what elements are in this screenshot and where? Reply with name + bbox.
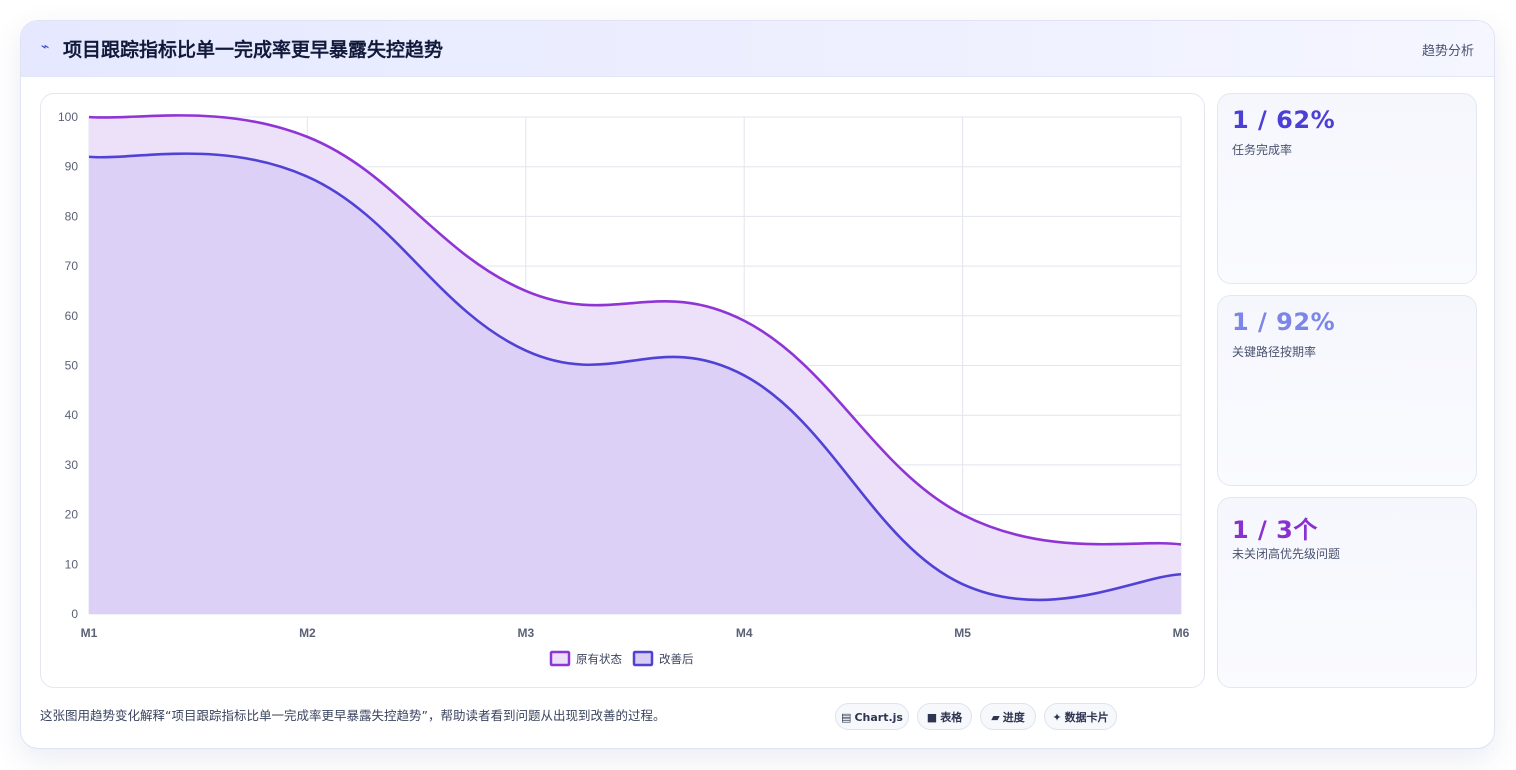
category-tag: 趋势分析 (1421, 44, 1474, 59)
chart-card: ⌁ 项目跟踪指标比单一完成率更早暴露失控趋势 趋势分析 0 10 20 30 40 50 6… (20, 20, 1495, 749)
y-tick-label: 100 (58, 110, 78, 124)
sparkle-icon: ✦ (1052, 711, 1062, 724)
chart-description: 这张图用趋势变化解释“项目跟踪指标比单一完成率更早暴露失控趋势”，帮助读者看到问… (40, 708, 666, 723)
chip-progress[interactable]: ▰ 进度 (980, 703, 1036, 730)
chart-icon: ▤ (841, 711, 852, 724)
chart-panel: 0 10 20 30 40 50 60 70 80 90 100 M1 M2 M3 M4 M5 M6 原有状态 改善… (40, 93, 1205, 688)
y-tick-label: 60 (65, 309, 79, 323)
y-tick-label: 30 (65, 458, 79, 472)
kpi-value: 1 / 62% (1232, 106, 1336, 134)
kpi-label: 关键路径按期率 (1232, 345, 1317, 359)
legend-label: 原有状态 (576, 652, 622, 666)
kpi-card-open-issues: 1 / 3个 未关闭高优先级问题 (1217, 497, 1477, 688)
legend-swatch (549, 650, 571, 667)
kpi-label: 任务完成率 (1232, 143, 1293, 157)
chip-data-cards[interactable]: ✦ 数据卡片 (1044, 703, 1117, 730)
x-tick-label: M4 (736, 626, 753, 640)
kpi-label: 未关闭高优先级问题 (1232, 547, 1341, 561)
progress-icon: ▰ (991, 711, 1000, 724)
y-tick-label: 0 (71, 607, 78, 621)
y-tick-label: 10 (65, 557, 79, 571)
chip-table[interactable]: ■ 表格 (917, 703, 972, 730)
kpi-value: 1 / 92% (1232, 308, 1336, 336)
x-tick-label: M5 (954, 626, 971, 640)
legend-swatch (632, 650, 654, 667)
kpi-card-critical-path: 1 / 92% 关键路径按期率 (1217, 295, 1477, 486)
y-tick-label: 20 (65, 508, 79, 522)
x-tick-label: M1 (81, 626, 98, 640)
y-tick-label: 80 (65, 209, 79, 223)
kpi-value: 1 / 3个 (1232, 516, 1318, 544)
table-icon: ■ (926, 711, 938, 724)
card-title: 项目跟踪指标比单一完成率更早暴露失控趋势 (63, 39, 444, 61)
series-area-2 (89, 153, 1181, 614)
y-tick-label: 90 (65, 160, 79, 174)
x-tick-label: M6 (1173, 626, 1190, 640)
kpi-card-task-completion: 1 / 62% 任务完成率 (1217, 93, 1477, 284)
y-tick-label: 40 (65, 408, 79, 422)
x-tick-label: M3 (517, 626, 534, 640)
x-tick-label: M2 (299, 626, 316, 640)
chip-chartjs[interactable]: ▤ Chart.js (835, 703, 909, 730)
area-chart: 0 10 20 30 40 50 60 70 80 90 100 M1 M2 M3 M4 M5 M6 原有状态 改善… (58, 110, 1190, 667)
y-tick-label: 70 (65, 259, 79, 273)
y-tick-label: 50 (65, 359, 79, 373)
series-line-2 (88, 152, 1182, 602)
trend-line-icon: ⌁ (41, 39, 50, 55)
card-header: ⌁ 项目跟踪指标比单一完成率更早暴露失控趋势 趋势分析 (21, 21, 1494, 77)
series-line-1 (88, 114, 1182, 546)
legend-label: 改善后 (659, 652, 694, 666)
